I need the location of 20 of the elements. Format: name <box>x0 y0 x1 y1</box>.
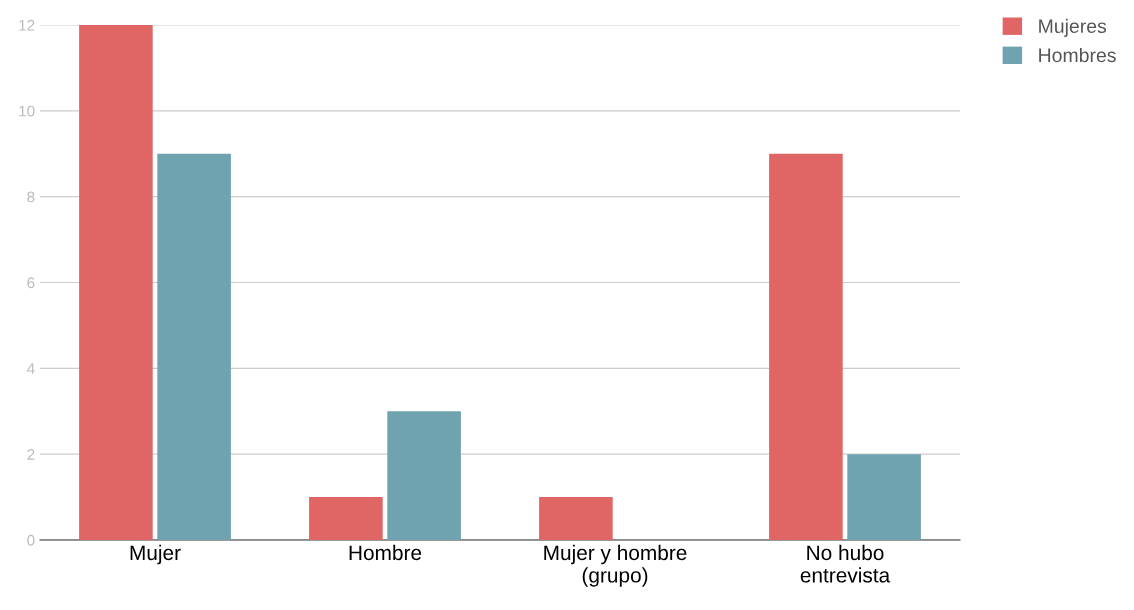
y-tick-label: 0 <box>27 534 35 546</box>
legend-label: Mujeres <box>1039 18 1107 37</box>
x-tick-label: Mujer y hombre (grupo) <box>544 544 687 587</box>
x-tick-label: Mujer <box>130 544 181 565</box>
bar <box>157 153 231 540</box>
bar <box>79 25 153 540</box>
y-tick-label: 8 <box>27 191 35 203</box>
y-tick-label: 4 <box>26 363 35 374</box>
bar <box>309 497 383 540</box>
y-tick-label: 2 <box>27 449 35 460</box>
x-tick-label: No hubo entrevista <box>800 544 891 583</box>
y-tick-label: 12 <box>19 19 35 31</box>
bar <box>387 411 461 540</box>
bar <box>769 153 843 540</box>
y-tick-label: 10 <box>19 105 35 117</box>
x-tick-label: Hombre <box>349 544 422 561</box>
bar <box>539 497 613 540</box>
legend-label: Hombres <box>1039 47 1116 63</box>
y-tick-label: 6 <box>27 277 35 289</box>
bar <box>847 454 921 540</box>
